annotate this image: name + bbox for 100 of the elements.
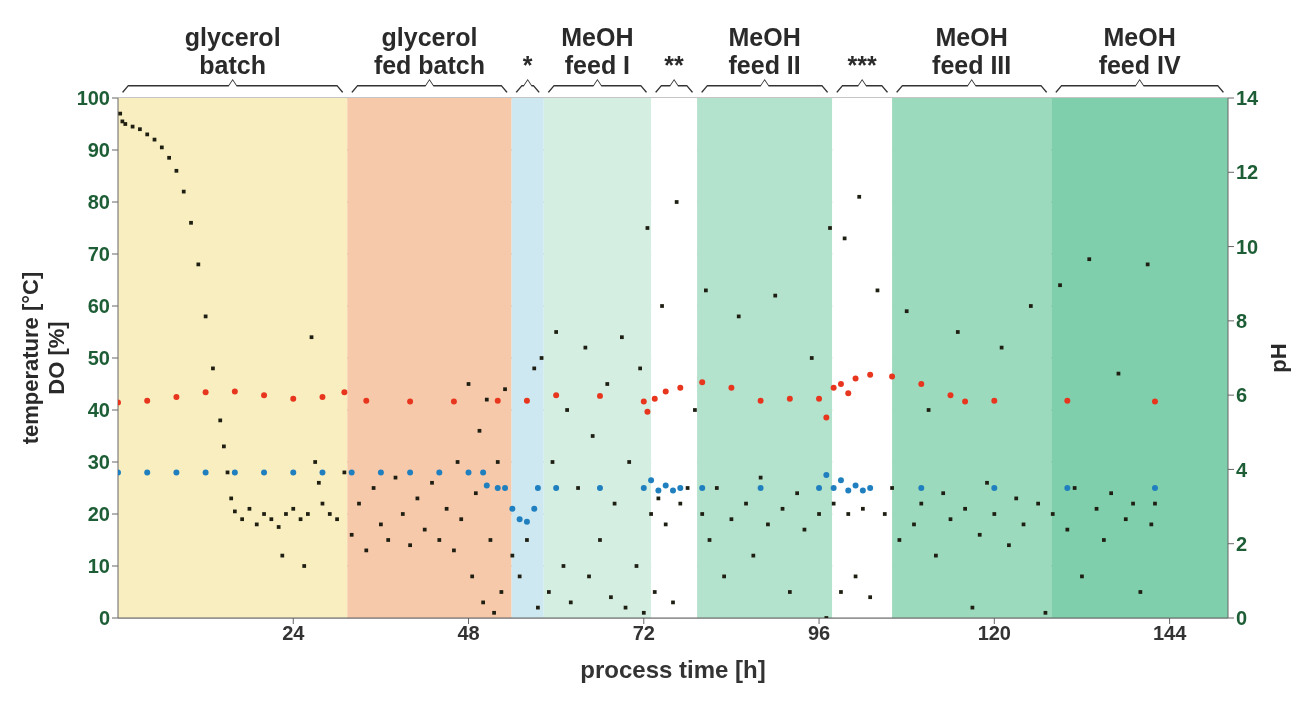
y-tick-label: 50 xyxy=(87,347,110,370)
point xyxy=(816,485,823,491)
point xyxy=(648,477,655,484)
point xyxy=(202,389,209,396)
point xyxy=(757,485,764,491)
point xyxy=(640,485,647,491)
y-tick-label: 30 xyxy=(87,451,110,474)
y-tick-label: 70 xyxy=(87,243,110,266)
point xyxy=(962,398,969,405)
point xyxy=(859,487,866,494)
point xyxy=(651,395,658,402)
point xyxy=(348,469,355,476)
point xyxy=(341,389,348,396)
point xyxy=(363,397,370,404)
point xyxy=(377,469,384,476)
point xyxy=(231,469,238,476)
x-tick-label: 72 xyxy=(632,622,655,645)
y-tick-label: 80 xyxy=(87,191,110,214)
y2-axis-title: pH xyxy=(1266,343,1291,373)
point xyxy=(407,469,414,476)
band-label: ** xyxy=(664,51,685,79)
point xyxy=(173,394,180,400)
y-axis-title: temperature [°C] DO [%] xyxy=(18,271,69,445)
y-tick-label: 60 xyxy=(87,295,110,318)
point xyxy=(596,485,603,491)
point xyxy=(889,373,896,380)
point xyxy=(852,482,859,489)
point xyxy=(407,398,414,405)
point xyxy=(786,395,793,402)
y2-tick-label: 2 xyxy=(1236,532,1248,555)
point xyxy=(202,469,209,476)
y-tick-label: 40 xyxy=(87,399,110,422)
point xyxy=(596,392,603,399)
point xyxy=(173,469,180,476)
point xyxy=(144,397,151,404)
point xyxy=(644,408,651,415)
point xyxy=(1064,397,1071,404)
band-label: glycerol batch xyxy=(184,23,281,79)
point xyxy=(523,397,530,404)
point xyxy=(465,469,472,476)
point xyxy=(494,485,501,491)
point xyxy=(830,384,837,391)
x-tick-label: 24 xyxy=(282,622,306,645)
point xyxy=(670,487,676,494)
point xyxy=(1151,485,1158,491)
point xyxy=(534,485,541,491)
point xyxy=(655,487,662,494)
point xyxy=(261,469,268,476)
point xyxy=(830,485,837,491)
point xyxy=(1151,398,1158,405)
point xyxy=(290,469,297,476)
y-tick-label: 90 xyxy=(87,139,110,162)
point xyxy=(319,394,326,400)
point xyxy=(144,469,151,476)
band-label: MeOH feed III xyxy=(932,23,1012,79)
point xyxy=(728,384,735,391)
point xyxy=(553,485,560,491)
x-tick-label: 120 xyxy=(977,622,1011,645)
point xyxy=(852,375,859,382)
y-tick-label: 20 xyxy=(87,503,110,526)
point xyxy=(483,482,490,489)
point xyxy=(837,477,844,484)
point xyxy=(867,371,874,378)
point xyxy=(502,485,509,491)
y2-tick-label: 6 xyxy=(1236,384,1248,407)
y2-tick-label: 0 xyxy=(1236,607,1248,630)
y2-tick-label: 4 xyxy=(1236,458,1248,481)
point xyxy=(662,388,669,395)
point xyxy=(823,472,830,478)
point xyxy=(523,518,530,525)
point xyxy=(699,379,706,386)
band-label: MeOH feed IV xyxy=(1098,23,1181,79)
x-tick-label: 144 xyxy=(1152,622,1188,645)
point xyxy=(1064,485,1071,491)
point xyxy=(436,469,443,476)
point xyxy=(509,505,516,512)
point xyxy=(231,388,238,395)
y-tick-label: 0 xyxy=(98,607,110,630)
band-label: MeOH feed II xyxy=(728,23,801,79)
point xyxy=(845,487,852,494)
x-tick-label: 48 xyxy=(457,622,480,645)
point xyxy=(816,395,823,402)
point xyxy=(757,397,764,404)
y2-tick-label: 14 xyxy=(1236,87,1260,110)
point xyxy=(290,395,297,402)
point xyxy=(553,392,560,399)
point xyxy=(480,469,487,476)
point xyxy=(640,398,647,405)
x-tick-label: 96 xyxy=(807,622,831,645)
point xyxy=(918,381,925,387)
point xyxy=(991,485,998,491)
band-label: glycerol fed batch xyxy=(373,23,486,79)
point xyxy=(837,381,844,387)
point xyxy=(677,485,684,491)
point xyxy=(662,482,669,489)
band-label: * xyxy=(522,51,533,79)
point xyxy=(450,398,457,405)
band-label: MeOH feed I xyxy=(561,23,634,79)
y-tick-label: 10 xyxy=(87,555,110,578)
x-axis-title: process time [h] xyxy=(580,656,766,683)
